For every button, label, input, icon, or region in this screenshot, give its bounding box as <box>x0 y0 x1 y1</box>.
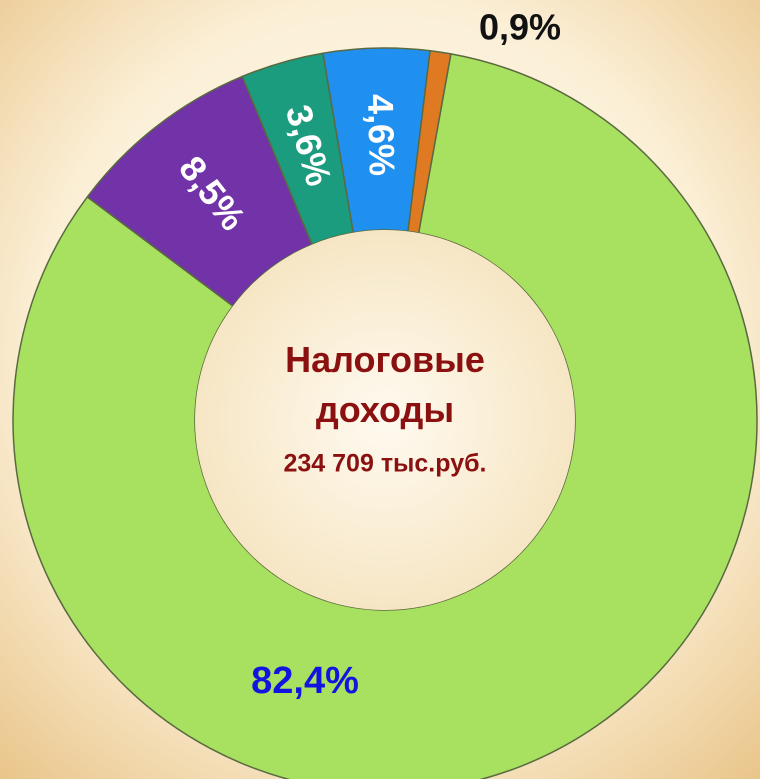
center-title-line: доходы <box>316 389 454 430</box>
donut-hole <box>195 230 575 610</box>
center-subtitle: 234 709 тыс.руб. <box>284 450 487 478</box>
center-title: Налоговые доходы <box>285 339 485 430</box>
data-label: 0,9% <box>479 7 561 48</box>
data-label: 4,6% <box>360 94 403 177</box>
donut <box>12 47 758 779</box>
center-title-line: Налоговые <box>285 339 485 380</box>
data-label: 82,4% <box>251 660 359 702</box>
